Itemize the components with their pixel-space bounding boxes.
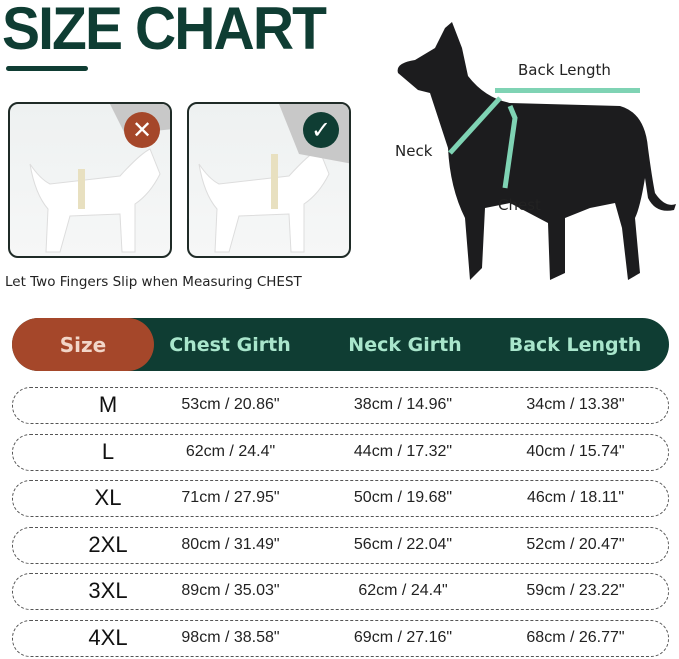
back-length-cell: 68cm / 26.77" [526, 629, 625, 646]
neck-label: Neck [395, 142, 433, 160]
check-icon: ✓ [303, 112, 339, 148]
table-row: XL 71cm / 27.95" 50cm / 19.68" 46cm / 18.11… [12, 480, 669, 517]
measure-caption: Let Two Fingers Slip when Measuring CHES… [5, 274, 302, 290]
header-size: Size [12, 318, 154, 371]
neck-girth-cell: 50cm / 19.68" [353, 489, 453, 506]
size-cell: M [98, 392, 118, 417]
header-back-length: Back Length [508, 333, 642, 356]
table-row: 2XL 80cm / 31.49" 56cm / 22.04" 52cm / 20.4… [12, 527, 669, 564]
table-row: M 53cm / 20.86" 38cm / 14.96" 34cm / 13.38" [12, 387, 669, 424]
x-icon: ✕ [124, 112, 160, 148]
chest-label: Chest [498, 196, 541, 214]
chest-girth-cell: 80cm / 31.49" [181, 536, 280, 553]
neck-girth-cell: 44cm / 17.32" [353, 443, 453, 460]
neck-girth-cell: 62cm / 24.4" [358, 582, 448, 599]
photo-correct-measure: ✓ [187, 102, 351, 258]
neck-girth-cell: 56cm / 22.04" [353, 536, 453, 553]
size-cell: XL [94, 485, 122, 510]
back-length-label: Back Length [518, 61, 611, 79]
chest-girth-cell: 89cm / 35.03" [181, 582, 280, 599]
neck-girth-cell: 38cm / 14.96" [353, 396, 453, 413]
chest-tape [502, 105, 518, 189]
chest-girth-cell: 98cm / 38.58" [181, 629, 280, 646]
back-length-cell: 34cm / 13.38" [526, 396, 625, 413]
header-chest-girth: Chest Girth [169, 333, 291, 356]
table-row: 3XL 89cm / 35.03" 62cm / 24.4" 59cm / 23.22… [12, 573, 669, 610]
back-length-cell: 46cm / 18.11" [527, 489, 624, 506]
back-length-cell: 52cm / 20.47" [526, 536, 625, 553]
photo-wrong-measure: ✕ [8, 102, 172, 258]
neck-girth-cell: 69cm / 27.16" [353, 629, 453, 646]
back-length-cell: 59cm / 23.22" [526, 582, 625, 599]
size-cell: 2XL [88, 532, 128, 557]
size-cell: L [101, 439, 115, 464]
dog-silhouette [397, 22, 676, 280]
chest-girth-cell: 71cm / 27.95" [181, 489, 280, 506]
title-underline [6, 66, 88, 71]
neck-tape [448, 96, 502, 155]
back-length-tape [495, 88, 640, 93]
back-length-cell: 40cm / 15.74" [526, 443, 625, 460]
size-cell: 3XL [88, 578, 128, 603]
size-cell: 4XL [88, 625, 128, 650]
table-row: 4XL 98cm / 38.58" 69cm / 27.16" 68cm / 26.7… [12, 620, 669, 657]
chest-girth-cell: 62cm / 24.4" [185, 443, 276, 460]
header-neck-girth: Neck Girth [348, 333, 462, 356]
table-row: L 62cm / 24.4" 44cm / 17.32" 40cm / 15.74" [12, 434, 669, 471]
dog-silhouette-diagram [397, 22, 676, 280]
chest-girth-cell: 53cm / 20.86" [181, 396, 280, 413]
page-title: SIZE CHART [2, 0, 327, 62]
